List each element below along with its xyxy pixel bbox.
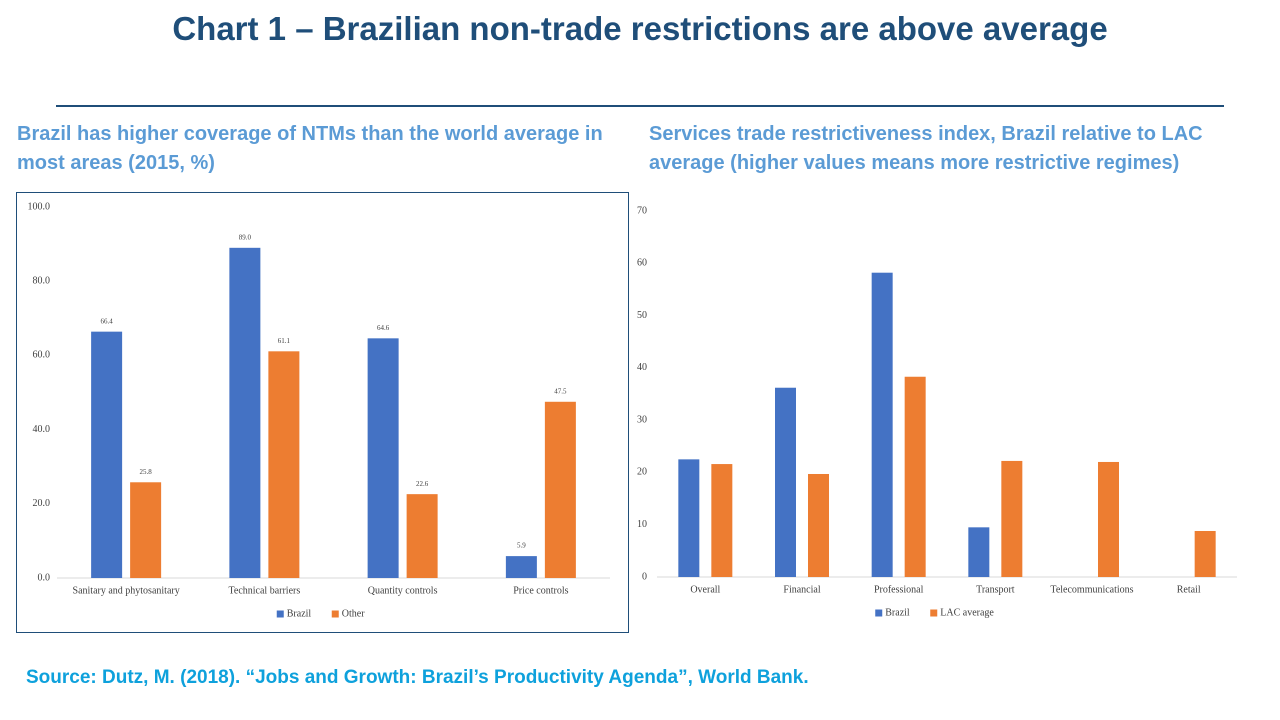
bar bbox=[406, 494, 438, 578]
legend-swatch bbox=[331, 610, 339, 618]
value-label: 61.1 bbox=[278, 337, 291, 345]
y-tick-label: 40.0 bbox=[33, 424, 51, 435]
y-tick-label: 70 bbox=[637, 205, 647, 216]
bar bbox=[130, 482, 162, 578]
legend-label: Brazil bbox=[287, 608, 312, 619]
x-tick-label: Transport bbox=[976, 584, 1015, 595]
x-tick-label: Price controls bbox=[513, 585, 568, 596]
chart-frame bbox=[16, 192, 629, 633]
chart-title: Services trade restrictiveness index, Br… bbox=[649, 123, 1203, 174]
y-tick-label: 50 bbox=[637, 310, 647, 321]
y-tick-label: 0.0 bbox=[38, 572, 51, 583]
bar bbox=[1001, 460, 1023, 577]
y-tick-label: 60.0 bbox=[33, 350, 51, 361]
y-tick-label: 20 bbox=[637, 467, 647, 478]
x-tick-label: Sanitary and phytosanitary bbox=[73, 585, 180, 596]
x-tick-label: Technical barriers bbox=[228, 585, 300, 596]
bar bbox=[229, 247, 261, 578]
legend-label: Brazil bbox=[885, 607, 910, 618]
bar bbox=[367, 338, 399, 578]
y-tick-label: 40 bbox=[637, 362, 647, 373]
bar bbox=[91, 331, 123, 578]
bar bbox=[678, 459, 700, 577]
x-tick-label: Quantity controls bbox=[368, 585, 438, 596]
slide-title: Chart 1 – Brazilian non-trade restrictio… bbox=[172, 10, 1108, 47]
chart-title: Brazil has higher coverage of NTMs than … bbox=[17, 123, 603, 174]
bar bbox=[871, 272, 893, 577]
legend-label: Other bbox=[342, 608, 365, 619]
legend-swatch bbox=[930, 609, 938, 617]
bar bbox=[1194, 530, 1216, 577]
y-tick-label: 0 bbox=[642, 571, 647, 582]
bar bbox=[505, 556, 537, 578]
value-label: 64.6 bbox=[377, 324, 390, 332]
value-label: 47.5 bbox=[554, 387, 567, 395]
divider bbox=[56, 105, 1224, 107]
bar bbox=[808, 473, 829, 577]
value-label: 25.8 bbox=[140, 468, 153, 476]
x-tick-label: Financial bbox=[783, 584, 820, 595]
legend-label: LAC average bbox=[940, 607, 994, 618]
x-tick-label: Professional bbox=[874, 584, 924, 595]
y-tick-label: 60 bbox=[637, 258, 647, 269]
x-tick-label: Overall bbox=[690, 584, 720, 595]
y-tick-label: 100.0 bbox=[28, 201, 51, 212]
bar bbox=[544, 401, 576, 578]
x-tick-label: Retail bbox=[1177, 584, 1201, 595]
y-tick-label: 10 bbox=[637, 519, 647, 530]
bar bbox=[775, 387, 796, 577]
value-label: 89.0 bbox=[239, 233, 252, 241]
bar bbox=[268, 351, 300, 578]
y-tick-label: 20.0 bbox=[33, 498, 51, 509]
legend-swatch bbox=[875, 609, 883, 617]
bar bbox=[904, 376, 926, 577]
value-label: 66.4 bbox=[101, 317, 114, 325]
value-label: 22.6 bbox=[416, 480, 429, 488]
bar bbox=[711, 464, 733, 577]
x-tick-label: Telecommunications bbox=[1050, 584, 1133, 595]
legend-swatch bbox=[276, 610, 284, 618]
bar bbox=[968, 527, 990, 577]
source-note: Source: Dutz, M. (2018). “Jobs and Growt… bbox=[26, 667, 809, 688]
bar bbox=[1098, 461, 1119, 577]
y-tick-label: 30 bbox=[637, 414, 647, 425]
value-label: 5.9 bbox=[517, 542, 526, 550]
y-tick-label: 80.0 bbox=[33, 275, 51, 286]
